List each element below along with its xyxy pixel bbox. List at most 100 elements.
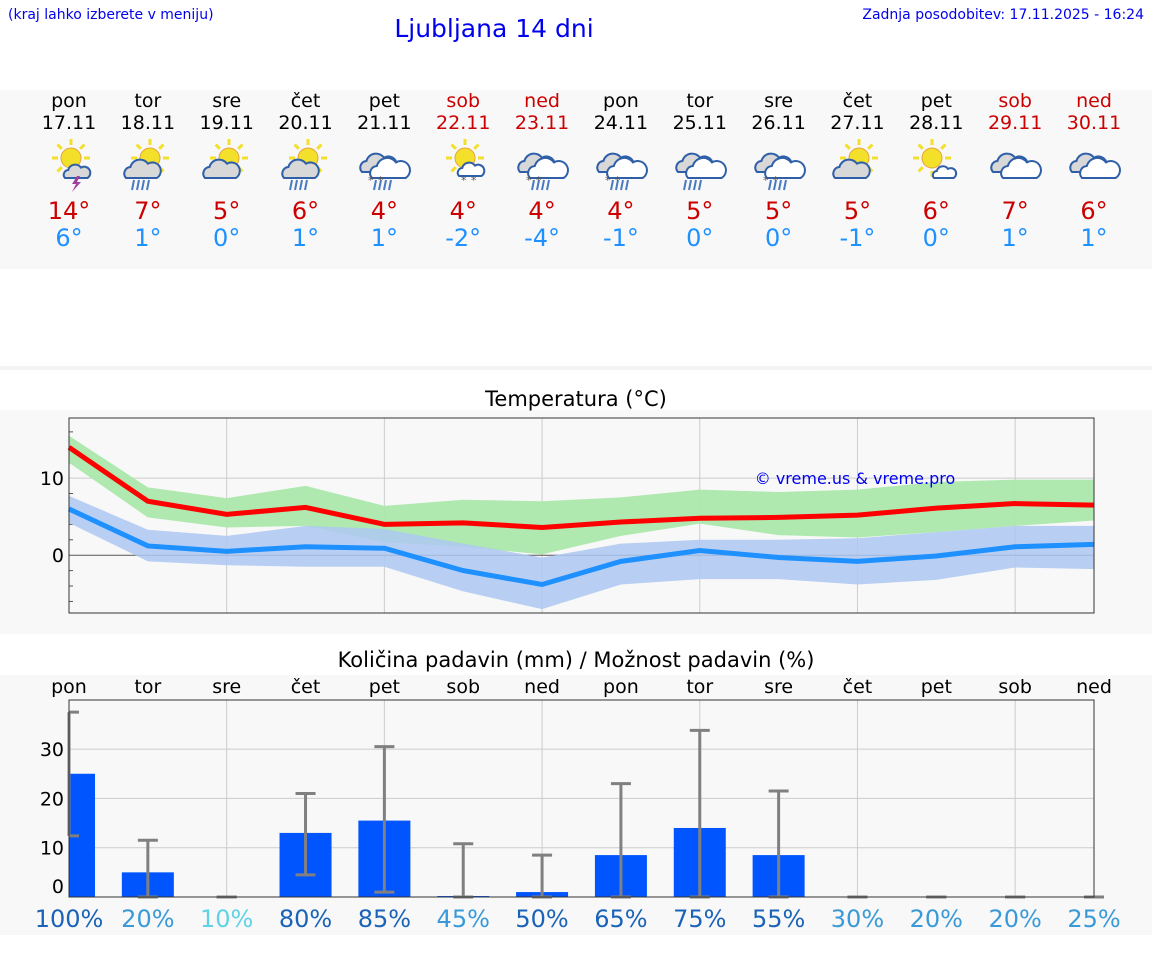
- max-temperature: 7°: [1001, 197, 1029, 225]
- sun-small-cloud-icon: [913, 139, 958, 179]
- x-category-label: pet: [369, 676, 400, 698]
- day-name: sob: [998, 90, 1032, 112]
- y-tick-label: 20: [40, 788, 64, 810]
- max-temperature: 5°: [213, 197, 241, 225]
- precipitation-chart-title: Količina padavin (mm) / Možnost padavin …: [337, 648, 815, 672]
- clouds-icon: [1069, 152, 1121, 179]
- rain-icon: [130, 179, 150, 191]
- min-temperature: 1°: [1001, 224, 1029, 252]
- plot-border: [68, 699, 1095, 898]
- rain-icon: [288, 179, 308, 191]
- divider: [0, 366, 1152, 370]
- day-forecast: sre 26.11 * * 5° 0°: [739, 90, 819, 252]
- min-temperature: 1°: [1080, 224, 1108, 252]
- day-name: pon: [603, 90, 639, 112]
- snow-icon: * *: [368, 174, 384, 187]
- lightning-icon: [72, 176, 81, 192]
- day-forecast: pet 21.11 * * 4° 1°: [344, 90, 424, 252]
- x-category-label: pon: [51, 676, 87, 698]
- max-temperature: 4°: [607, 197, 635, 225]
- snow-icon: * *: [526, 174, 542, 187]
- min-temperature-line: [67, 506, 1095, 588]
- day-forecast: pon 17.11 14° 6°: [29, 90, 109, 252]
- clouds-icon: [990, 152, 1043, 179]
- min-temperature: 1°: [370, 224, 399, 252]
- day-date: 19.11: [199, 112, 254, 134]
- day-forecast: čet 27.11 5° -1°: [817, 90, 897, 252]
- snow-icon: * *: [605, 174, 621, 187]
- precipitation-probability: 85%: [358, 905, 411, 933]
- precipitation-chart: pon tor sre čet pet sob ned pon tor sre čet pet sob n…: [35, 676, 1121, 933]
- min-temperature: -2°: [445, 224, 482, 252]
- x-category-label: sre: [764, 676, 793, 698]
- sun-cloud-rain-icon: [280, 139, 327, 191]
- max-temperature: 7°: [134, 197, 162, 225]
- day-date: 18.11: [120, 112, 176, 134]
- day-name: pet: [920, 90, 952, 112]
- day-date: 20.11: [278, 112, 333, 134]
- max-temperature-line: [67, 445, 1095, 530]
- day-name: tor: [134, 90, 162, 112]
- svg-text:*: *: [368, 174, 374, 187]
- min-temperature: 6°: [55, 224, 83, 252]
- precipitation-probability: 45%: [437, 905, 490, 933]
- min-temperature: -4°: [524, 224, 561, 252]
- max-temperature: 14°: [47, 197, 91, 225]
- day-date: 27.11: [830, 112, 885, 134]
- sun-cloud-icon: [832, 139, 879, 179]
- daily-forecast-strip: pon 17.11 14° 6° tor 18.11 7° 1° sre 19.11…: [0, 90, 1152, 269]
- precipitation-probability: 65%: [594, 905, 647, 933]
- day-name: čet: [842, 90, 873, 112]
- day-forecast: sob 22.11 * * 4° -2°: [423, 90, 503, 252]
- day-forecast: sob 29.11 7° 1°: [975, 90, 1055, 252]
- temperature-chart: 0 10 © vreme.us & vreme.pro: [40, 417, 1095, 614]
- svg-text:*: *: [461, 174, 467, 187]
- day-name: tor: [686, 90, 714, 112]
- max-temperature: 5°: [686, 197, 714, 225]
- rain-icon: [373, 179, 393, 191]
- svg-text:*: *: [763, 174, 769, 187]
- max-temperature-range-band: [69, 435, 1094, 555]
- day-name: pet: [368, 90, 400, 112]
- day-forecast: tor 25.11 5° 0°: [660, 90, 740, 252]
- precipitation-error-bar: [295, 791, 316, 877]
- day-name: ned: [1076, 90, 1112, 112]
- rain-icon: [609, 179, 629, 191]
- min-temperature: -1°: [602, 224, 639, 252]
- max-temperature: 5°: [764, 197, 793, 225]
- day-forecast: ned 30.11 6° 1°: [1054, 90, 1134, 252]
- rain-icon: [682, 179, 702, 191]
- clouds-rain-icon: [675, 152, 727, 191]
- x-category-label: sre: [212, 676, 241, 698]
- precipitation-probability: 50%: [515, 905, 568, 933]
- max-temperature: 5°: [843, 197, 872, 225]
- day-date: 29.11: [987, 112, 1043, 134]
- day-forecast: tor 18.11 7° 1°: [108, 90, 188, 252]
- x-category-label: tor: [686, 676, 713, 698]
- min-temperature: 1°: [134, 224, 162, 252]
- day-date: 30.11: [1066, 112, 1122, 134]
- precipitation-probability: 80%: [279, 905, 332, 933]
- day-name: sre: [764, 90, 794, 112]
- last-updated: Zadnja posodobitev: 17.11.2025 - 16:24: [862, 7, 1144, 23]
- precipitation-probability: 100%: [35, 905, 104, 933]
- precipitation-probability: 75%: [673, 905, 726, 933]
- day-date: 22.11: [436, 112, 491, 134]
- precipitation-probability: 20%: [988, 905, 1041, 933]
- day-name: pon: [51, 90, 87, 112]
- min-temperature: 0°: [922, 224, 950, 252]
- day-date: 25.11: [672, 112, 727, 134]
- temperature-chart-title: Temperatura (°C): [485, 387, 667, 411]
- day-name: čet: [290, 90, 321, 112]
- x-category-label: čet: [291, 676, 321, 698]
- max-temperature: 4°: [528, 197, 556, 225]
- min-temperature: 0°: [764, 224, 793, 252]
- y-tick-label: 0: [52, 876, 64, 898]
- svg-text:*: *: [526, 174, 532, 187]
- day-date: 28.11: [909, 112, 964, 134]
- day-date: 23.11: [514, 112, 570, 134]
- precipitation-error-bar: [374, 745, 395, 894]
- precipitation-probability: 20%: [910, 905, 963, 933]
- svg-text:*: *: [471, 174, 477, 187]
- max-temperature: 4°: [449, 197, 477, 225]
